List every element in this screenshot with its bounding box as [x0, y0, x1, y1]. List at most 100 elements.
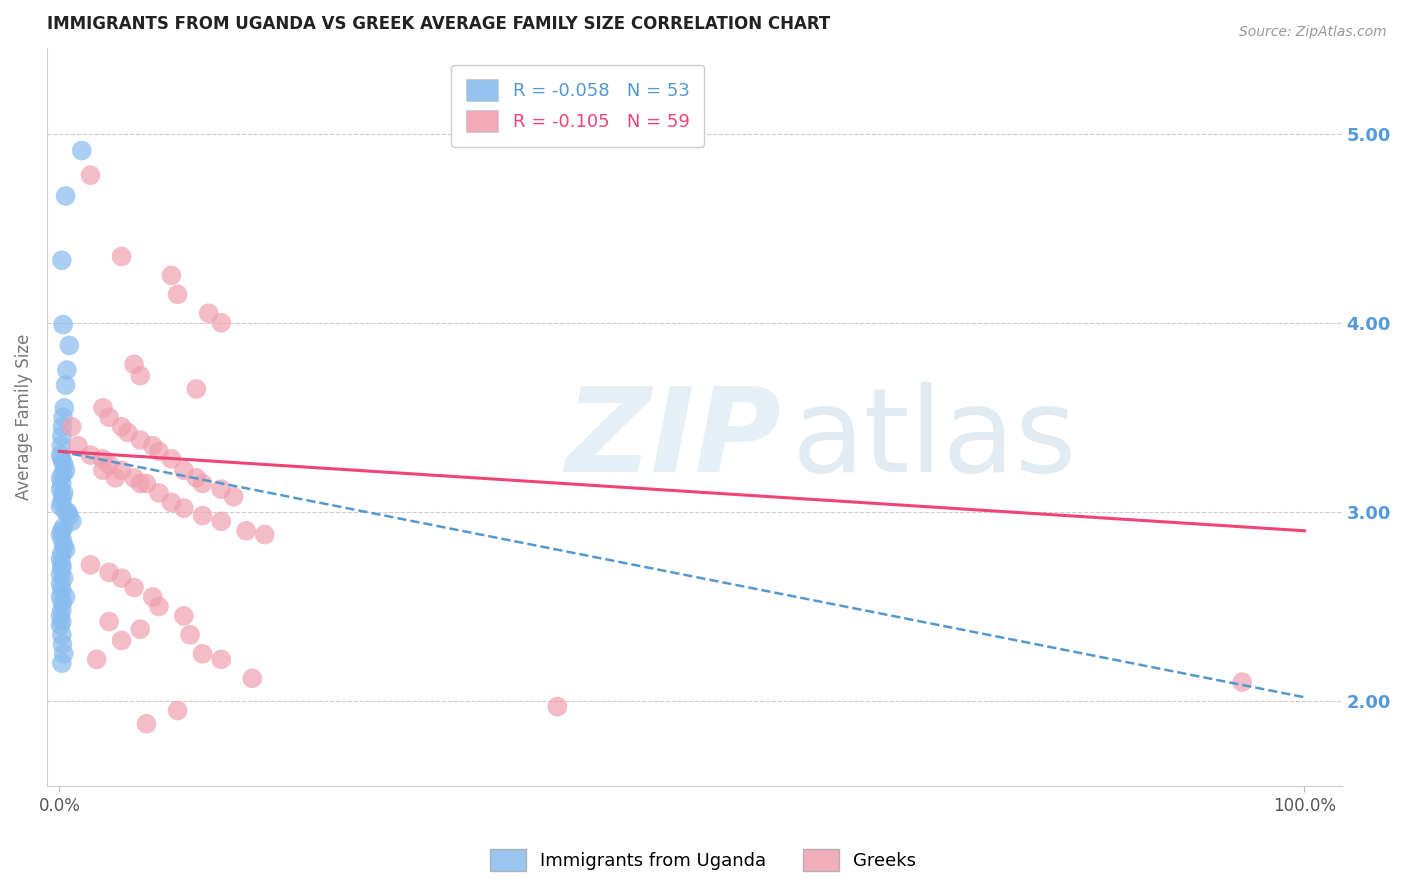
Point: [129, 476, 152, 491]
Point: [209, 482, 232, 496]
Point: [110, 571, 132, 585]
Point: [52, 318, 75, 332]
Point: [209, 652, 232, 666]
Point: [235, 524, 257, 538]
Point: [122, 471, 145, 485]
Text: ZIP: ZIP: [565, 382, 780, 497]
Point: [55, 590, 77, 604]
Text: IMMIGRANTS FROM UGANDA VS GREEK AVERAGE FAMILY SIZE CORRELATION CHART: IMMIGRANTS FROM UGANDA VS GREEK AVERAGE …: [46, 15, 830, 33]
Point: [51, 490, 73, 504]
Point: [160, 495, 183, 509]
Point: [129, 433, 152, 447]
Point: [209, 514, 232, 528]
Point: [186, 471, 208, 485]
Point: [148, 486, 170, 500]
Point: [91, 463, 114, 477]
Point: [222, 490, 245, 504]
Point: [55, 542, 77, 557]
Point: [166, 704, 188, 718]
Point: [52, 410, 75, 425]
Point: [110, 463, 132, 477]
Point: [49, 471, 72, 485]
Point: [91, 451, 114, 466]
Point: [1230, 675, 1253, 690]
Point: [173, 463, 195, 477]
Point: [51, 419, 73, 434]
Text: atlas: atlas: [792, 382, 1077, 497]
Point: [98, 566, 121, 580]
Point: [51, 439, 73, 453]
Point: [148, 599, 170, 614]
Point: [51, 429, 73, 443]
Point: [86, 652, 108, 666]
Point: [49, 552, 72, 566]
Point: [51, 533, 73, 548]
Point: [60, 514, 83, 528]
Point: [142, 590, 165, 604]
Point: [49, 448, 72, 462]
Point: [52, 467, 75, 481]
Point: [52, 539, 75, 553]
Point: [51, 596, 73, 610]
Point: [53, 401, 76, 415]
Point: [49, 618, 72, 632]
Point: [79, 448, 101, 462]
Point: [55, 378, 77, 392]
Point: [51, 476, 73, 491]
Point: [191, 476, 214, 491]
Legend: Immigrants from Uganda, Greeks: Immigrants from Uganda, Greeks: [482, 842, 924, 879]
Point: [51, 558, 73, 572]
Point: [79, 558, 101, 572]
Point: [49, 482, 72, 496]
Point: [51, 561, 73, 575]
Point: [160, 268, 183, 283]
Point: [51, 603, 73, 617]
Point: [51, 546, 73, 560]
Point: [55, 189, 77, 203]
Point: [110, 419, 132, 434]
Point: [56, 363, 79, 377]
Point: [51, 582, 73, 597]
Point: [91, 401, 114, 415]
Point: [173, 501, 195, 516]
Point: [179, 628, 201, 642]
Point: [209, 316, 232, 330]
Point: [49, 608, 72, 623]
Point: [51, 637, 73, 651]
Point: [117, 425, 139, 440]
Point: [98, 458, 121, 472]
Point: [160, 451, 183, 466]
Point: [55, 505, 77, 519]
Point: [191, 508, 214, 523]
Point: [135, 476, 157, 491]
Point: [253, 527, 276, 541]
Point: [58, 508, 80, 523]
Point: [51, 451, 73, 466]
Point: [546, 699, 568, 714]
Point: [51, 628, 73, 642]
Point: [197, 306, 219, 320]
Point: [122, 357, 145, 371]
Point: [52, 571, 75, 585]
Point: [51, 656, 73, 670]
Point: [173, 608, 195, 623]
Point: [98, 410, 121, 425]
Point: [52, 458, 75, 472]
Point: [58, 338, 80, 352]
Point: [49, 567, 72, 582]
Point: [52, 520, 75, 534]
Point: [191, 647, 214, 661]
Point: [51, 253, 73, 268]
Point: [49, 527, 72, 541]
Point: [186, 382, 208, 396]
Point: [79, 168, 101, 182]
Y-axis label: Average Family Size: Average Family Size: [15, 334, 32, 500]
Point: [148, 444, 170, 458]
Point: [49, 499, 72, 513]
Point: [66, 439, 89, 453]
Point: [240, 671, 263, 685]
Point: [110, 633, 132, 648]
Point: [166, 287, 188, 301]
Point: [49, 576, 72, 591]
Point: [104, 471, 127, 485]
